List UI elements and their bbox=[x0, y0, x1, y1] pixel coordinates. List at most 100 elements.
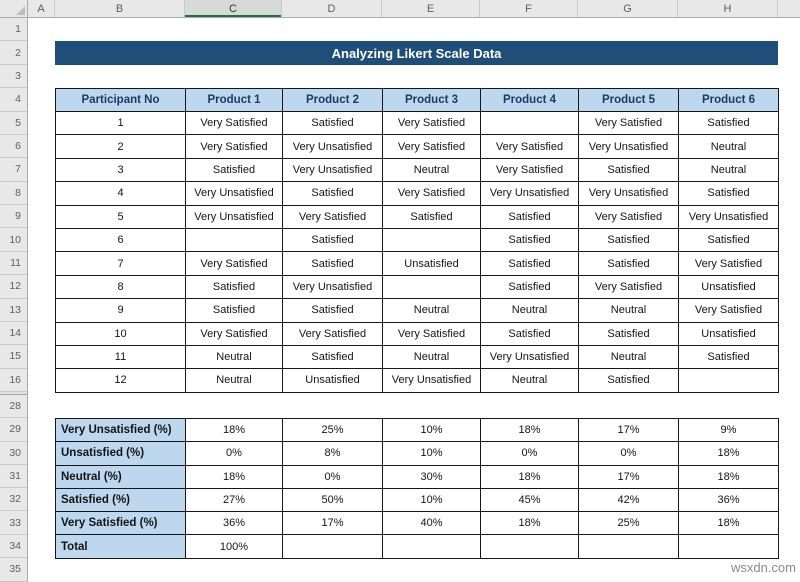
row-header-6[interactable]: 6 bbox=[0, 135, 27, 159]
response-cell[interactable]: Unsatisfied bbox=[678, 321, 779, 346]
summary-value-cell[interactable]: 25% bbox=[578, 511, 679, 536]
summary-value-cell[interactable]: 18% bbox=[480, 464, 579, 489]
response-cell[interactable]: Satisfied bbox=[282, 181, 383, 206]
response-cell[interactable]: Satisfied bbox=[185, 274, 283, 300]
summary-value-cell[interactable]: 100% bbox=[185, 534, 283, 559]
summary-value-cell[interactable]: 9% bbox=[678, 417, 779, 443]
participant-cell[interactable]: 4 bbox=[55, 181, 186, 206]
response-cell[interactable]: Satisfied bbox=[382, 204, 481, 229]
response-cell[interactable]: Very Unsatisfied bbox=[382, 368, 481, 393]
response-cell[interactable]: Satisfied bbox=[185, 298, 283, 323]
row-header-10[interactable]: 10 bbox=[0, 228, 27, 252]
response-cell[interactable]: Unsatisfied bbox=[382, 251, 481, 276]
response-cell[interactable]: Neutral bbox=[185, 344, 283, 370]
row-header-15[interactable]: 15 bbox=[0, 345, 27, 369]
summary-value-cell[interactable]: 17% bbox=[578, 417, 679, 443]
response-cell[interactable]: Neutral bbox=[382, 157, 481, 183]
response-cell[interactable]: Very Satisfied bbox=[185, 251, 283, 276]
response-cell[interactable]: Unsatisfied bbox=[678, 274, 779, 300]
summary-value-cell[interactable]: 18% bbox=[678, 511, 779, 536]
response-cell[interactable]: Very Satisfied bbox=[578, 204, 679, 229]
summary-label-cell[interactable]: Satisfied (%) bbox=[55, 487, 186, 513]
response-cell[interactable]: Neutral bbox=[480, 298, 579, 323]
response-cell[interactable]: Very Satisfied bbox=[678, 251, 779, 276]
row-header-3[interactable]: 3 bbox=[0, 65, 27, 89]
response-cell[interactable]: Satisfied bbox=[282, 344, 383, 370]
response-cell[interactable]: Satisfied bbox=[678, 181, 779, 206]
response-cell[interactable]: Satisfied bbox=[480, 321, 579, 346]
summary-value-cell[interactable]: 10% bbox=[382, 441, 481, 466]
summary-value-cell[interactable]: 45% bbox=[480, 487, 579, 513]
row-header-4[interactable]: 4 bbox=[0, 88, 27, 112]
response-cell[interactable]: Satisfied bbox=[480, 204, 579, 229]
row-header-29[interactable]: 29 bbox=[0, 418, 27, 442]
column-header-A[interactable]: A bbox=[28, 0, 55, 17]
summary-value-cell[interactable]: 17% bbox=[282, 511, 383, 536]
summary-value-cell[interactable]: 10% bbox=[382, 487, 481, 513]
response-cell[interactable]: Neutral bbox=[678, 157, 779, 183]
summary-value-cell[interactable] bbox=[382, 534, 481, 559]
response-cell[interactable] bbox=[185, 227, 283, 253]
response-cell[interactable]: Very Unsatisfied bbox=[480, 344, 579, 370]
summary-value-cell[interactable]: 25% bbox=[282, 417, 383, 443]
summary-label-cell[interactable]: Unsatisfied (%) bbox=[55, 441, 186, 466]
summary-value-cell[interactable]: 30% bbox=[382, 464, 481, 489]
summary-value-cell[interactable]: 36% bbox=[678, 487, 779, 513]
summary-value-cell[interactable]: 18% bbox=[185, 464, 283, 489]
response-cell[interactable]: Unsatisfied bbox=[282, 368, 383, 393]
row-header-8[interactable]: 8 bbox=[0, 182, 27, 205]
response-cell[interactable]: Very Satisfied bbox=[480, 157, 579, 183]
participant-cell[interactable]: 5 bbox=[55, 204, 186, 229]
response-cell[interactable]: Very Unsatisfied bbox=[282, 134, 383, 159]
participant-cell[interactable]: 9 bbox=[55, 298, 186, 323]
response-cell[interactable]: Satisfied bbox=[480, 227, 579, 253]
response-cell[interactable]: Neutral bbox=[578, 298, 679, 323]
response-cell[interactable]: Very Satisfied bbox=[282, 204, 383, 229]
response-cell[interactable]: Satisfied bbox=[678, 110, 779, 136]
row-header-28[interactable]: 28 bbox=[0, 395, 27, 419]
response-cell[interactable]: Satisfied bbox=[578, 321, 679, 346]
participant-cell[interactable]: 12 bbox=[55, 368, 186, 393]
summary-value-cell[interactable]: 40% bbox=[382, 511, 481, 536]
row-header-11[interactable]: 11 bbox=[0, 252, 27, 276]
response-cell[interactable]: Neutral bbox=[678, 134, 779, 159]
row-header-14[interactable]: 14 bbox=[0, 322, 27, 346]
response-cell[interactable]: Very Satisfied bbox=[382, 134, 481, 159]
summary-value-cell[interactable]: 0% bbox=[578, 441, 679, 466]
response-cell[interactable]: Satisfied bbox=[678, 227, 779, 253]
row-header-31[interactable]: 31 bbox=[0, 465, 27, 489]
response-cell[interactable]: Satisfied bbox=[282, 110, 383, 136]
row-header-1[interactable]: 1 bbox=[0, 18, 27, 42]
response-cell[interactable]: Very Satisfied bbox=[382, 321, 481, 346]
participant-cell[interactable]: 11 bbox=[55, 344, 186, 370]
response-cell[interactable]: Very Unsatisfied bbox=[185, 204, 283, 229]
row-header-33[interactable]: 33 bbox=[0, 511, 27, 535]
response-cell[interactable]: Very Satisfied bbox=[185, 321, 283, 346]
row-header-9[interactable]: 9 bbox=[0, 205, 27, 229]
response-cell[interactable]: Neutral bbox=[382, 344, 481, 370]
response-cell[interactable]: Satisfied bbox=[282, 227, 383, 253]
summary-value-cell[interactable]: 17% bbox=[578, 464, 679, 489]
response-cell[interactable]: Very Satisfied bbox=[382, 110, 481, 136]
response-cell[interactable]: Satisfied bbox=[578, 227, 679, 253]
main-table-header-cell[interactable]: Participant No bbox=[55, 88, 186, 112]
response-cell[interactable]: Very Unsatisfied bbox=[578, 134, 679, 159]
row-header-34[interactable]: 34 bbox=[0, 535, 27, 558]
column-header-B[interactable]: B bbox=[55, 0, 185, 17]
response-cell[interactable]: Neutral bbox=[480, 368, 579, 393]
main-table-header-cell[interactable]: Product 3 bbox=[382, 88, 481, 112]
summary-label-cell[interactable]: Very Unsatisfied (%) bbox=[55, 417, 186, 443]
sheet-canvas[interactable]: Analyzing Likert Scale Data Participant … bbox=[28, 18, 800, 582]
response-cell[interactable]: Very Satisfied bbox=[578, 110, 679, 136]
participant-cell[interactable]: 1 bbox=[55, 110, 186, 136]
summary-value-cell[interactable]: 18% bbox=[480, 511, 579, 536]
summary-value-cell[interactable]: 27% bbox=[185, 487, 283, 513]
main-table-header-cell[interactable]: Product 1 bbox=[185, 88, 283, 112]
participant-cell[interactable]: 8 bbox=[55, 274, 186, 300]
response-cell[interactable] bbox=[382, 227, 481, 253]
response-cell[interactable]: Very Satisfied bbox=[678, 298, 779, 323]
summary-label-cell[interactable]: Total bbox=[55, 534, 186, 559]
participant-cell[interactable]: 6 bbox=[55, 227, 186, 253]
summary-value-cell[interactable]: 0% bbox=[282, 464, 383, 489]
row-header-35[interactable]: 35 bbox=[0, 558, 27, 582]
